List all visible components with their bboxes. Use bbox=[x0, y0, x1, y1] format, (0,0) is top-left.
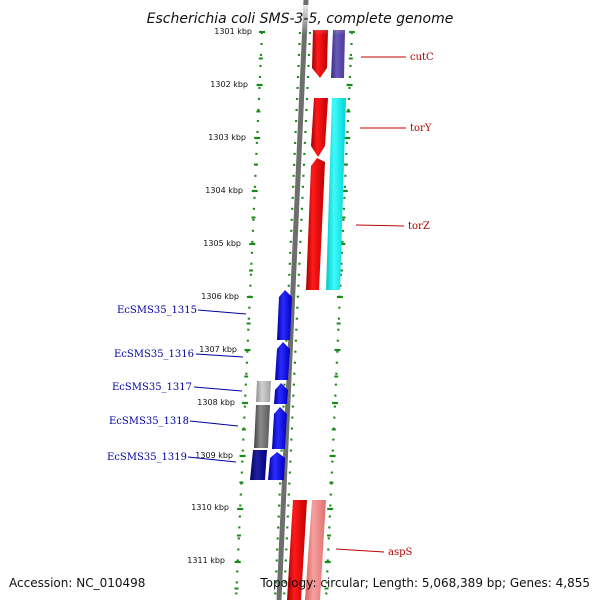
leader-ecsms35-1319 bbox=[187, 456, 237, 463]
ruler-label-1310: 1310 kbp bbox=[191, 503, 229, 512]
label-ecsms35-1315: EcSMS35_1315 bbox=[117, 305, 197, 316]
gene-ecsms35-1319 bbox=[268, 452, 285, 480]
gene-asps bbox=[287, 500, 307, 600]
ruler-label-1311: 1311 kbp bbox=[187, 556, 225, 565]
similarity-block-cyan bbox=[326, 98, 346, 290]
label-ecsms35-1316: EcSMS35_1316 bbox=[114, 349, 194, 360]
label-cutc: cutC bbox=[410, 52, 434, 63]
grey-block-light bbox=[256, 381, 271, 402]
ruler-label-1304: 1304 kbp bbox=[205, 186, 243, 195]
similarity-blocks bbox=[305, 30, 346, 600]
leader-ecsms35-1317 bbox=[193, 386, 243, 392]
label-ecsms35-1317: EcSMS35_1317 bbox=[112, 382, 192, 393]
dotted-track-lines bbox=[234, 31, 354, 600]
ruler-label-1307: 1307 kbp bbox=[199, 345, 237, 354]
forward-genes bbox=[287, 30, 328, 600]
leader-ecsms35-1315 bbox=[197, 309, 247, 315]
label-asps: aspS bbox=[388, 547, 412, 558]
gene-torz bbox=[306, 158, 325, 290]
ruler-label-1302: 1302 kbp bbox=[210, 80, 248, 89]
dotted-track-inner-right bbox=[282, 31, 312, 600]
label-ecsms35-1318: EcSMS35_1318 bbox=[109, 416, 189, 427]
label-torz: torZ bbox=[408, 221, 430, 232]
reverse-genes bbox=[268, 290, 292, 480]
gene-ecsms35-1316 bbox=[275, 342, 290, 380]
ruler-label-1303: 1303 kbp bbox=[208, 133, 246, 142]
navy-block bbox=[250, 450, 267, 480]
gene-ecsms35-1318 bbox=[272, 407, 287, 449]
grey-block-mid bbox=[254, 405, 270, 448]
grey-similarity-blocks bbox=[250, 381, 271, 480]
gene-ecsms35-1317 bbox=[274, 383, 288, 404]
gene-cutc bbox=[312, 30, 328, 78]
map-title: Escherichia coli SMS-3-5, complete genom… bbox=[147, 11, 454, 27]
topology-text: Topology: circular; Length: 5,068,389 bp… bbox=[259, 576, 590, 590]
dotted-track-outer-right bbox=[324, 31, 354, 600]
leader-asps bbox=[335, 548, 385, 553]
leader-torz bbox=[355, 224, 405, 227]
gene-tory bbox=[311, 98, 328, 157]
ruler-label-1306: 1306 kbp bbox=[201, 292, 239, 301]
gene-ecsms35-1315 bbox=[277, 290, 292, 340]
leader-ecsms35-1318 bbox=[189, 420, 239, 427]
similarity-block-pink bbox=[305, 500, 326, 600]
genome-backbone bbox=[276, 0, 309, 600]
top-fade bbox=[300, 5, 355, 35]
accession-text: Accession: NC_010498 bbox=[9, 576, 145, 590]
dotted-track-inner-left bbox=[273, 31, 302, 600]
tick-marks bbox=[234, 30, 355, 590]
label-leaders bbox=[187, 56, 406, 553]
ruler-label-1305: 1305 kbp bbox=[203, 239, 241, 248]
label-tory: torY bbox=[410, 123, 432, 134]
label-ecsms35-1319: EcSMS35_1319 bbox=[107, 452, 187, 463]
ruler-label-1309: 1309 kbp bbox=[195, 451, 233, 460]
similarity-block-purple bbox=[331, 30, 345, 78]
leader-ecsms35-1316 bbox=[195, 353, 244, 358]
dotted-track-outer-left bbox=[234, 31, 264, 600]
ruler-label-1301: 1301 kbp bbox=[214, 27, 252, 36]
gene-labels: cutC torY torZ aspS EcSMS35_1315 EcSMS35… bbox=[107, 52, 434, 558]
ruler-label-1308: 1308 kbp bbox=[197, 398, 235, 407]
ruler-labels: 1301 kbp 1302 kbp 1303 kbp 1304 kbp 1305… bbox=[187, 27, 252, 565]
